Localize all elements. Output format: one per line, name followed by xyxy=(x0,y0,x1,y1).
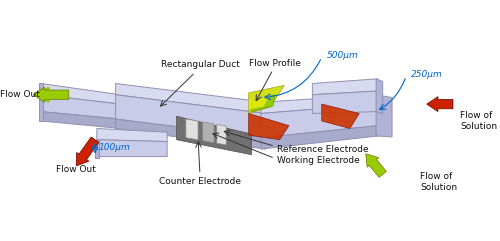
Polygon shape xyxy=(248,114,289,140)
Polygon shape xyxy=(248,95,270,110)
Polygon shape xyxy=(252,95,275,112)
Text: Flow Profile: Flow Profile xyxy=(249,59,301,67)
Text: Flow Out: Flow Out xyxy=(56,165,96,174)
Polygon shape xyxy=(376,95,392,137)
Text: Flow of
Solution: Flow of Solution xyxy=(420,172,458,192)
Polygon shape xyxy=(312,91,378,114)
Text: Reference Electrode: Reference Electrode xyxy=(277,145,368,154)
Polygon shape xyxy=(116,119,266,149)
Polygon shape xyxy=(376,79,382,114)
Text: Flow of
Solution: Flow of Solution xyxy=(460,111,498,131)
Text: Counter Electrode: Counter Electrode xyxy=(159,177,241,186)
Polygon shape xyxy=(203,122,214,143)
FancyArrow shape xyxy=(366,154,386,177)
Polygon shape xyxy=(116,95,266,138)
Text: Working Electrode: Working Electrode xyxy=(277,156,359,165)
Polygon shape xyxy=(40,95,120,119)
Polygon shape xyxy=(217,124,226,145)
Polygon shape xyxy=(176,116,252,155)
Polygon shape xyxy=(97,140,167,157)
Polygon shape xyxy=(40,83,120,104)
Text: 500μm: 500μm xyxy=(326,51,358,60)
FancyArrow shape xyxy=(426,97,453,112)
Polygon shape xyxy=(261,104,378,138)
Text: Flow Out: Flow Out xyxy=(0,90,40,99)
Polygon shape xyxy=(248,85,284,114)
Polygon shape xyxy=(39,83,42,121)
Polygon shape xyxy=(116,83,266,114)
Polygon shape xyxy=(261,126,378,149)
Text: 100μm: 100μm xyxy=(98,143,130,152)
Text: 250μm: 250μm xyxy=(411,70,442,79)
Polygon shape xyxy=(312,79,378,95)
FancyArrow shape xyxy=(76,137,99,166)
Polygon shape xyxy=(97,128,167,141)
Polygon shape xyxy=(95,140,98,158)
Polygon shape xyxy=(186,119,198,140)
Polygon shape xyxy=(261,95,378,114)
Text: Rectangular Duct: Rectangular Duct xyxy=(160,60,240,69)
Polygon shape xyxy=(40,112,120,128)
Polygon shape xyxy=(322,104,359,128)
FancyArrow shape xyxy=(33,87,69,102)
